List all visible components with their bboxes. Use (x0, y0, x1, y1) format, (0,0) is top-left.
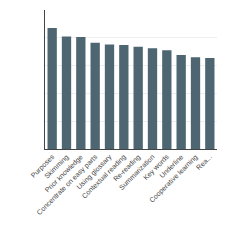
svg-text:Summarization: Summarization (118, 153, 156, 191)
svg-text:Contextual reading: Contextual reading (81, 153, 128, 200)
svg-text:Concentrate on easy parts: Concentrate on easy parts (35, 153, 99, 217)
svg-text:Skimming: Skimming (43, 153, 70, 180)
svg-text:Key words: Key words (142, 153, 171, 182)
svg-text:Re-reading: Re-reading (112, 153, 142, 183)
svg-text:Rea...: Rea... (195, 153, 213, 171)
svg-text:Prior knowledge: Prior knowledge (44, 153, 85, 194)
svg-text:Using glossary: Using glossary (75, 153, 113, 191)
svg-text:Purposes: Purposes (29, 153, 56, 180)
svg-text:Underline: Underline (158, 153, 184, 179)
svg-text:Cooperative learning: Cooperative learning (148, 153, 199, 204)
